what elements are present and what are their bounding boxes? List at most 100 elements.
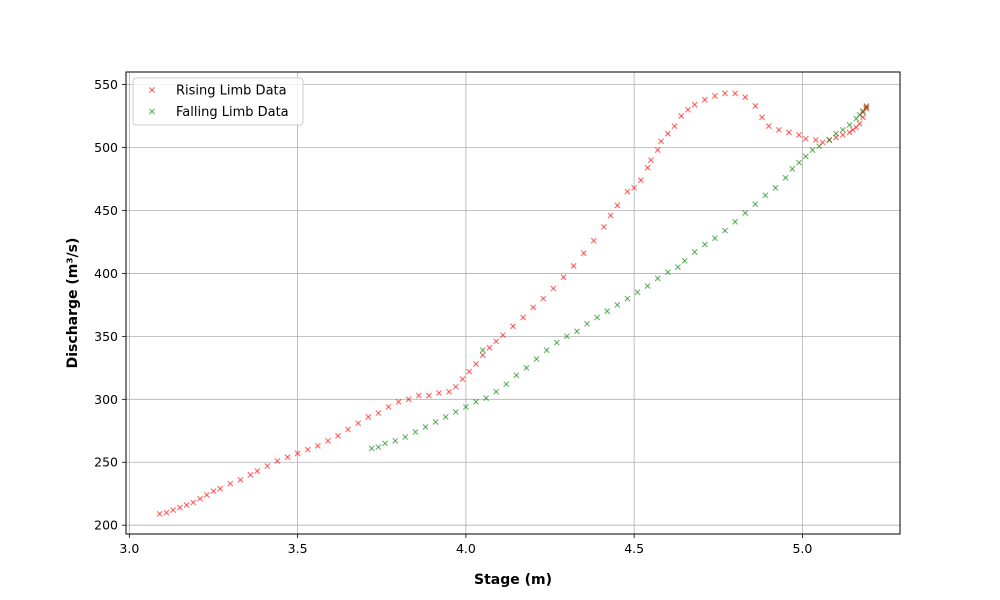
legend-marker-rising: [148, 86, 156, 94]
rising-limb-point: [247, 471, 254, 478]
rising-limb-point: [405, 396, 412, 403]
rising-limb-point: [560, 274, 567, 281]
rising-limb-point: [264, 462, 271, 470]
rising-limb-point: [856, 120, 863, 127]
rising-limb-point: [759, 114, 766, 121]
rising-limb-point: [415, 392, 422, 399]
falling-limb-point: [594, 314, 601, 321]
rising-limb-point: [345, 426, 352, 433]
y-tick-label: 500: [94, 140, 118, 155]
falling-limb-point: [701, 241, 708, 248]
rising-limb-point: [472, 361, 480, 368]
falling-limb-point: [483, 395, 490, 402]
legend-label-rising: Rising Limb Data: [176, 84, 287, 99]
rising-limb-point: [624, 188, 631, 195]
rising-limb-point: [163, 509, 170, 516]
rising-limb-point: [334, 432, 342, 439]
rising-limb-point: [711, 92, 718, 99]
falling-limb-point: [513, 372, 520, 379]
legend: Rising Limb Data Falling Limb Data: [132, 77, 304, 126]
rising-limb-point: [375, 410, 382, 417]
rising-limb-point: [742, 94, 749, 101]
rising-limb-point: [197, 495, 204, 502]
rising-limb-point: [607, 212, 614, 219]
rising-limb-point: [540, 295, 547, 302]
falling-limb-point: [392, 437, 399, 444]
falling-limb-point: [553, 339, 560, 346]
falling-limb-point: [442, 413, 449, 420]
falling-limb-point: [533, 355, 540, 363]
falling-limb-point: [493, 388, 500, 395]
falling-limb-point: [691, 248, 698, 256]
falling-limb-point: [762, 192, 769, 199]
falling-limb-point: [584, 320, 591, 327]
rising-limb-point: [580, 250, 587, 257]
falling-limb-point: [839, 126, 846, 133]
rising-limb-point: [466, 368, 473, 375]
falling-limb-point: [816, 143, 823, 150]
y-tick-label: 400: [94, 266, 118, 281]
rising-limb-point: [802, 135, 809, 142]
falling-limb-point: [543, 347, 550, 354]
rising-limb-point: [752, 102, 759, 110]
rising-limb-point: [324, 437, 331, 444]
legend-label-falling: Falling Limb Data: [176, 105, 289, 120]
rising-limb-point: [493, 338, 500, 345]
falling-limb-point: [614, 301, 621, 308]
falling-limb-point: [634, 289, 641, 296]
falling-limb-point: [721, 227, 729, 234]
rising-limb-point: [170, 507, 177, 514]
rising-limb-point: [190, 499, 197, 506]
rising-limb-point: [452, 383, 459, 390]
falling-limb-point: [402, 434, 409, 441]
falling-limb-point: [674, 264, 681, 271]
rising-limb-point: [509, 323, 517, 330]
rising-limb-point: [446, 388, 453, 395]
falling-limb-point: [462, 403, 469, 410]
rising-limb-point: [294, 450, 301, 457]
x-tick-label: 5.0: [792, 541, 812, 556]
rising-limb-point: [691, 101, 698, 108]
rising-limb-point: [227, 480, 234, 487]
falling-limb-point: [681, 257, 688, 264]
legend-x-falling: [148, 108, 156, 115]
rising-limb-point: [284, 454, 291, 461]
rising-limb-point: [678, 113, 685, 120]
rising-limb-point: [654, 147, 661, 154]
rising-limb-point: [486, 344, 493, 351]
falling-limb-point: [752, 201, 759, 208]
x-axis-title: Stage (m): [474, 572, 552, 588]
falling-limb-point: [472, 398, 480, 405]
x-tick-label: 4.5: [624, 541, 644, 556]
rising-limb-point: [644, 164, 651, 171]
falling-limb-point: [604, 308, 611, 315]
falling-limb-point: [523, 364, 530, 371]
rising-limb-point: [631, 184, 638, 191]
rising-limb-point: [684, 106, 692, 113]
rising-limb-point: [570, 262, 577, 269]
rising-limb-point: [459, 376, 466, 383]
rising-limb-point: [721, 90, 729, 97]
x-tick-label: 3.0: [119, 541, 139, 556]
falling-limb-point: [809, 147, 816, 154]
falling-limb-point: [782, 174, 789, 181]
rising-limb-point: [775, 126, 782, 133]
y-tick-label: 300: [94, 392, 118, 407]
y-tick-label: 200: [94, 518, 118, 533]
rising-limb-point: [237, 476, 244, 483]
y-tick-label: 250: [94, 455, 118, 470]
legend-marker-falling: [148, 108, 156, 115]
falling-limb-point: [654, 275, 661, 282]
rising-limb-point: [671, 123, 678, 130]
falling-limb-point: [846, 121, 853, 128]
rising-limb-point: [530, 304, 537, 311]
rising-limb-point: [520, 314, 527, 321]
rising-limb-point: [365, 413, 372, 420]
rising-limb-point: [664, 130, 671, 137]
rising-limb-point: [274, 457, 281, 465]
rising-limb-point: [658, 138, 665, 145]
falling-limb-point: [826, 136, 833, 144]
falling-limb-point: [563, 333, 570, 340]
legend-box: [132, 77, 304, 126]
